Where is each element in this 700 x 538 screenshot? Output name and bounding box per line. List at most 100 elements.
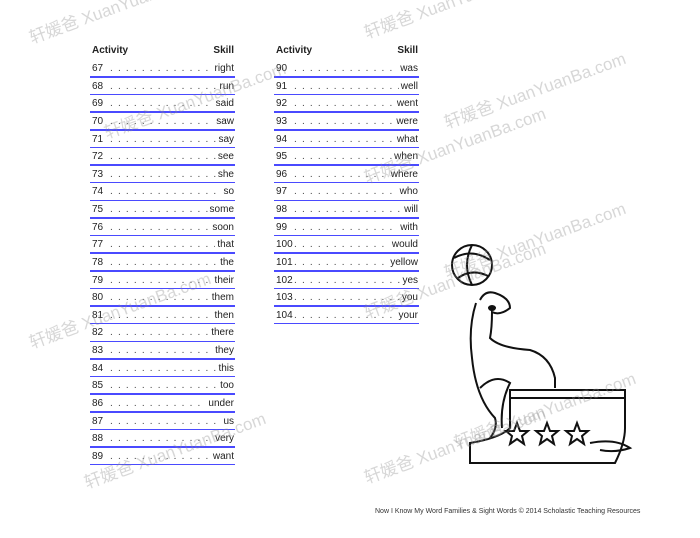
activity-row: 88 very xyxy=(90,432,235,450)
skill-word: said xyxy=(215,98,234,110)
skill-word: will xyxy=(404,204,418,215)
activity-row: 86 under xyxy=(90,397,235,415)
leader-dots xyxy=(294,97,395,115)
skill-word: yellow xyxy=(390,256,418,268)
activity-number: 101 xyxy=(276,256,293,268)
skill-word: so xyxy=(223,186,234,198)
skill-word: this xyxy=(218,362,234,374)
skill-word: that xyxy=(217,239,234,251)
activity-number: 71 xyxy=(92,133,104,145)
activity-row: 84 this xyxy=(90,362,235,380)
activity-row: 100 would xyxy=(274,238,419,256)
seal-eye xyxy=(488,305,496,311)
skill-word: right xyxy=(214,63,234,74)
leader-dots xyxy=(294,203,402,221)
footer-credit: Now I Know My Word Families & Sight Word… xyxy=(375,508,641,515)
leader-dots xyxy=(294,115,394,133)
leader-dots xyxy=(294,80,399,98)
leader-dots xyxy=(110,62,213,80)
activity-number: 84 xyxy=(92,362,104,374)
activity-number: 86 xyxy=(92,397,104,409)
skill-word: there xyxy=(211,327,234,339)
circus-pedestal xyxy=(469,389,626,464)
skill-word: with xyxy=(400,221,418,233)
seal-with-ball-illustration xyxy=(451,244,633,464)
leader-dots xyxy=(110,221,210,239)
skill-word: some xyxy=(209,204,234,215)
skill-word: yes xyxy=(402,274,418,286)
activity-row: 98 will xyxy=(274,203,419,221)
activity-row: 80 them xyxy=(90,291,235,309)
activity-row: 78 the xyxy=(90,256,235,274)
activity-row: 95 when xyxy=(274,150,419,168)
watermark-text: 轩媛爸 XuanYuanBa.com xyxy=(26,0,214,48)
activity-header: Activity xyxy=(92,45,129,56)
skill-word: who xyxy=(399,186,418,198)
activity-number: 89 xyxy=(92,450,104,462)
skill-word: want xyxy=(212,450,234,462)
skill-word: us xyxy=(223,415,234,427)
skill-word: they xyxy=(215,345,234,356)
activity-number: 77 xyxy=(92,239,104,251)
skill-word: were xyxy=(396,115,418,127)
activity-number: 98 xyxy=(276,204,288,215)
activity-number: 68 xyxy=(92,80,104,92)
activity-number: 79 xyxy=(92,274,104,286)
seal-head-back xyxy=(479,291,556,388)
activity-number: 96 xyxy=(276,168,288,180)
activity-row: 77 that xyxy=(90,238,235,256)
skill-word: under xyxy=(208,397,234,409)
skill-word: you xyxy=(401,292,418,304)
activity-number: 94 xyxy=(276,133,288,145)
activity-row: 87 us xyxy=(90,415,235,433)
skill-word: soon xyxy=(212,221,234,233)
leader-dots xyxy=(294,133,395,151)
activity-row: 82 there xyxy=(90,326,235,344)
leader-dots xyxy=(110,168,216,186)
skill-word: well xyxy=(400,80,418,92)
activity-number: 93 xyxy=(276,115,288,127)
seal-front xyxy=(469,302,497,439)
skill-word: the xyxy=(220,256,234,268)
activity-row: 101 yellow xyxy=(274,256,419,274)
skill-word: she xyxy=(217,168,234,180)
column-header: Activity Skill xyxy=(92,45,234,62)
activity-number: 80 xyxy=(92,292,104,304)
activity-row: 96 where xyxy=(274,168,419,186)
activity-row: 70 saw xyxy=(90,115,235,133)
skill-word: see xyxy=(217,151,234,163)
leader-dots xyxy=(294,185,398,203)
activity-row: 102 yes xyxy=(274,274,419,292)
activity-row: 97 who xyxy=(274,185,419,203)
activity-list-right: Activity Skill 90 was 91 well 92 went 93 were 94… xyxy=(274,45,419,326)
activity-number: 91 xyxy=(276,80,288,92)
activity-number: 87 xyxy=(92,415,104,427)
watermark-text: 轩媛爸 XuanYuanBa.com xyxy=(361,0,549,43)
skill-word: would xyxy=(391,239,418,251)
leader-dots xyxy=(110,362,216,380)
activity-number: 75 xyxy=(92,204,104,215)
activity-row: 85 too xyxy=(90,379,235,397)
activity-number: 81 xyxy=(92,309,104,321)
skill-word: where xyxy=(390,168,418,180)
activity-number: 99 xyxy=(276,221,288,233)
activity-number: 69 xyxy=(92,98,104,110)
activity-row: 90 was xyxy=(274,62,419,80)
activity-row: 68 run xyxy=(90,80,235,98)
activity-row: 71 say xyxy=(90,133,235,151)
leader-dots xyxy=(294,62,398,80)
activity-number: 92 xyxy=(276,98,288,110)
activity-number: 82 xyxy=(92,327,104,339)
skill-word: was xyxy=(400,63,418,74)
activity-number: 74 xyxy=(92,186,104,198)
activity-number: 97 xyxy=(276,186,288,198)
activity-row: 72 see xyxy=(90,150,235,168)
stars xyxy=(503,420,591,447)
activity-number: 90 xyxy=(276,63,288,74)
leader-dots xyxy=(110,150,216,168)
activity-number: 83 xyxy=(92,345,104,356)
skill-header: Skill xyxy=(213,45,234,56)
seal-flipper xyxy=(479,378,512,429)
activity-row: 69 said xyxy=(90,97,235,115)
